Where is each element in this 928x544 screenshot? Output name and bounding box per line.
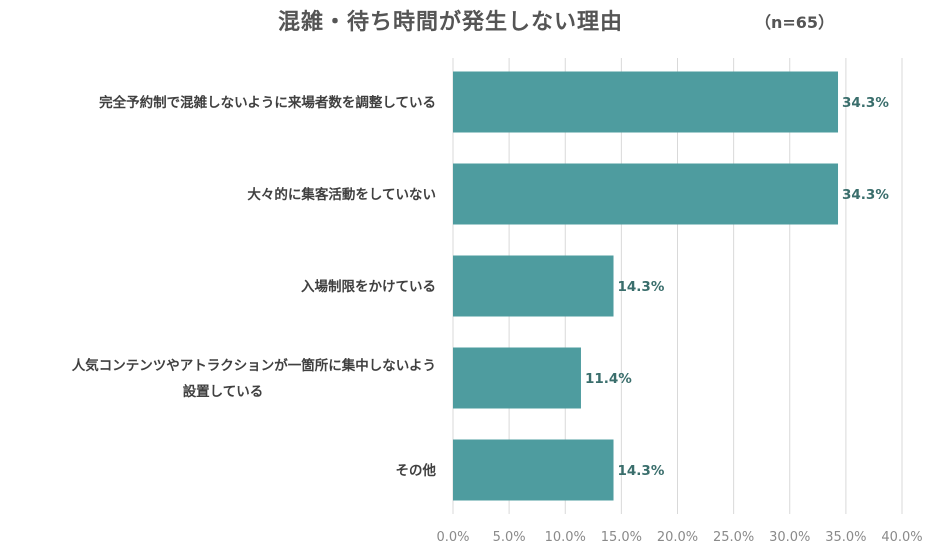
category-label: 完全予約制で混雑しないように来場者数を調整している bbox=[99, 94, 436, 111]
x-tick-label: 30.0% bbox=[769, 530, 810, 544]
value-label: 34.3% bbox=[842, 187, 889, 203]
category-label: 大々的に集客活動をしていない bbox=[247, 186, 436, 203]
category-label: その他 bbox=[396, 462, 437, 479]
x-tick-label: 15.0% bbox=[601, 530, 642, 544]
x-tick-label: 25.0% bbox=[713, 530, 754, 544]
x-tick-label: 5.0% bbox=[493, 530, 526, 544]
value-labels: 34.3% 34.3% 14.3% 11.4% 14.3% bbox=[585, 95, 889, 479]
x-tick-label: 35.0% bbox=[825, 530, 866, 544]
x-tick-label: 40.0% bbox=[881, 530, 922, 544]
bars bbox=[453, 71, 839, 501]
value-label: 14.3% bbox=[618, 279, 665, 295]
sample-size-label: （n=65） bbox=[755, 13, 835, 32]
bar bbox=[453, 439, 614, 501]
x-axis-tick-labels: 0.0% 5.0% 10.0% 15.0% 20.0% 25.0% 30.0% 35.0% 40… bbox=[436, 530, 922, 544]
chart-title-area: 混雑・待ち時間が発生しない理由 （n=65） bbox=[0, 4, 928, 38]
category-labels: 完全予約制で混雑しないように来場者数を調整している大々的に集客活動をしていない入… bbox=[72, 94, 437, 479]
bar bbox=[453, 163, 839, 225]
bar bbox=[453, 347, 581, 409]
bar bbox=[453, 71, 839, 133]
bar bbox=[453, 255, 614, 317]
value-label: 34.3% bbox=[842, 95, 889, 111]
value-label: 14.3% bbox=[618, 463, 665, 479]
category-label: 入場制限をかけている bbox=[301, 278, 436, 295]
category-label: 設置している bbox=[183, 383, 264, 400]
category-label: 人気コンテンツやアトラクションが一箇所に集中しないよう bbox=[72, 357, 436, 374]
x-tick-label: 0.0% bbox=[436, 530, 469, 544]
x-tick-label: 10.0% bbox=[545, 530, 586, 544]
chart-title: 混雑・待ち時間が発生しない理由 bbox=[278, 10, 624, 35]
value-label: 11.4% bbox=[585, 371, 632, 387]
x-tick-label: 20.0% bbox=[657, 530, 698, 544]
